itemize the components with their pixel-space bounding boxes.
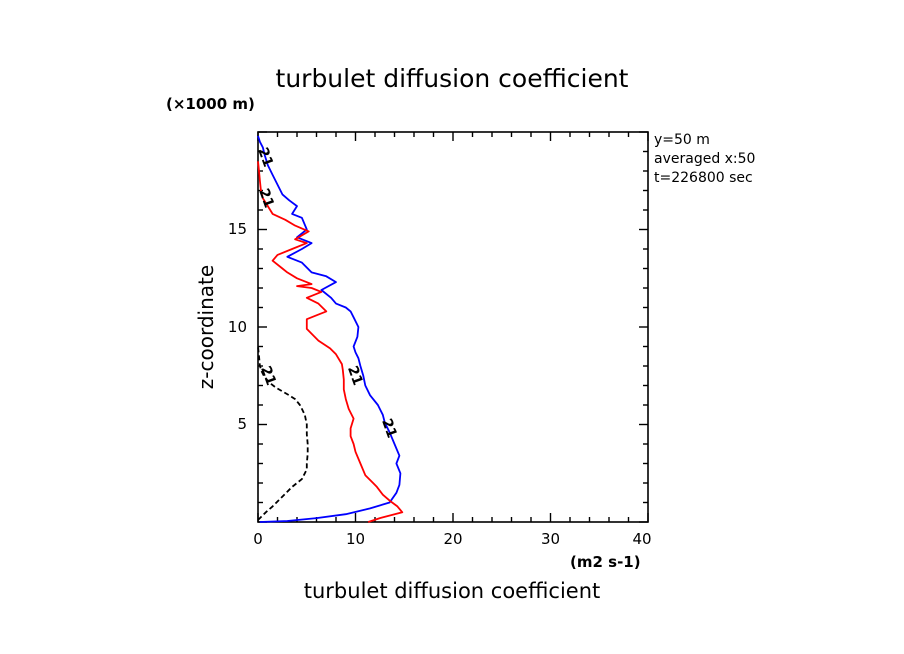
y-tick-labels: 15 10 5 (228, 220, 247, 433)
info-line-3: t=226800 sec (654, 170, 753, 186)
series-line-1 (257, 161, 404, 523)
series-line-2 (257, 346, 309, 521)
series-layer (257, 135, 404, 523)
contour-label: 21 (378, 416, 400, 440)
y-unit-label: (×1000 m) (166, 95, 255, 113)
axis-ticks (257, 131, 649, 523)
contour-labels: 21 21 21 21 21 (254, 145, 400, 440)
x-axis-label: turbulet diffusion coefficient (304, 579, 601, 603)
y-tick-label-10: 10 (228, 318, 247, 336)
contour-label: 21 (254, 145, 276, 169)
contour-label: 21 (257, 364, 279, 388)
x-tick-label-10: 10 (346, 530, 365, 548)
contour-label: 21 (344, 364, 366, 388)
series-line-0 (257, 135, 402, 523)
x-tick-label-0: 0 (253, 530, 263, 548)
x-tick-label-40: 40 (632, 530, 651, 548)
y-tick-label-5: 5 (237, 415, 247, 433)
y-axis-label: z-coordinate (194, 265, 218, 389)
contour-label: 21 (255, 186, 277, 210)
info-line-1: y=50 m (654, 132, 710, 148)
x-tick-labels: 0 10 20 30 40 (253, 530, 651, 548)
plot-area: 21 21 21 21 21 (254, 131, 649, 523)
x-tick-label-20: 20 (443, 530, 462, 548)
y-tick-label-15: 15 (228, 220, 247, 238)
info-box: y=50 m averaged x:50 t=226800 sec (654, 132, 755, 186)
plot-frame (257, 131, 649, 523)
info-line-2: averaged x:50 (654, 151, 755, 167)
x-unit-label: (m2 s-1) (570, 553, 641, 571)
chart-title: turbulet diffusion coefficient (276, 64, 629, 93)
x-tick-label-30: 30 (541, 530, 560, 548)
